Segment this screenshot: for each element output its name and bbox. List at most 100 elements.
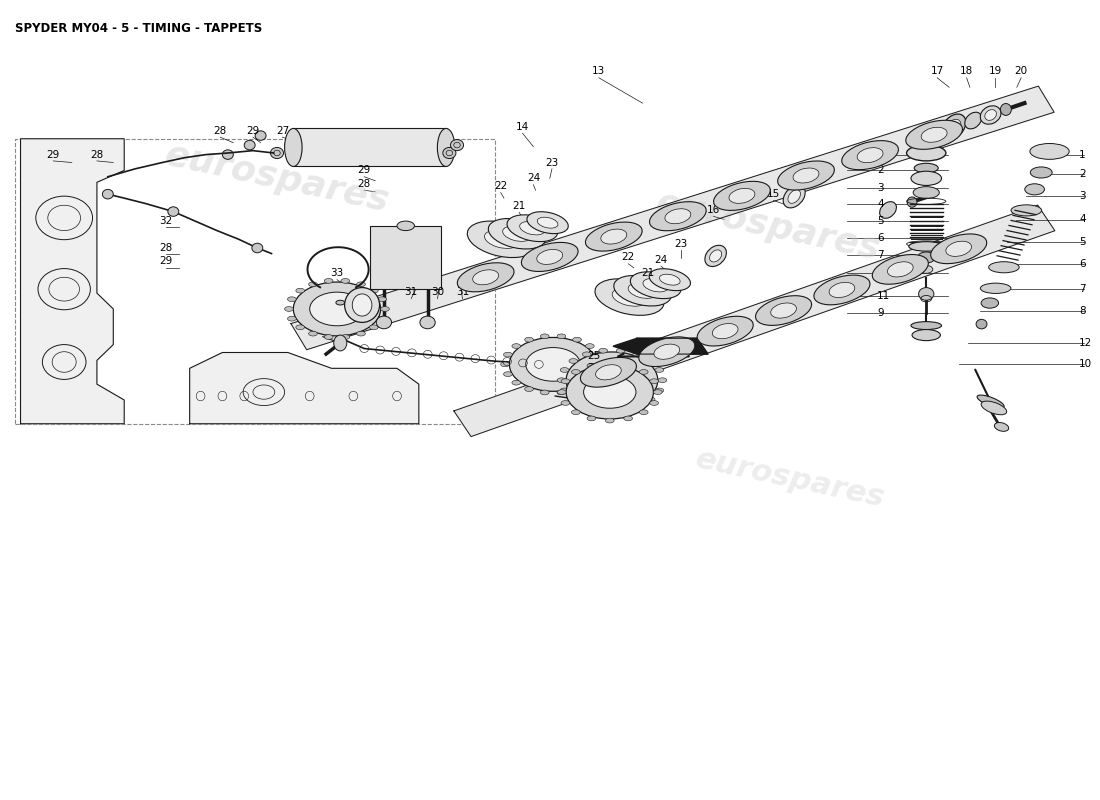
Ellipse shape	[443, 147, 455, 158]
Ellipse shape	[842, 141, 899, 170]
Ellipse shape	[336, 300, 344, 305]
Text: 12: 12	[1079, 338, 1092, 348]
Text: 15: 15	[767, 189, 780, 199]
Ellipse shape	[560, 388, 569, 393]
Ellipse shape	[521, 242, 579, 271]
Ellipse shape	[537, 217, 558, 228]
Polygon shape	[290, 86, 1054, 350]
Text: 13: 13	[592, 66, 605, 77]
Ellipse shape	[639, 410, 648, 414]
Ellipse shape	[537, 250, 563, 265]
Text: 16: 16	[707, 205, 721, 215]
Ellipse shape	[646, 397, 654, 402]
Text: 4: 4	[877, 199, 883, 210]
Ellipse shape	[1030, 143, 1069, 159]
Ellipse shape	[632, 404, 641, 409]
Polygon shape	[454, 205, 1055, 437]
Ellipse shape	[946, 119, 960, 134]
Ellipse shape	[557, 334, 565, 338]
Text: eurospares: eurospares	[162, 138, 393, 218]
Text: 2: 2	[877, 166, 883, 175]
Ellipse shape	[296, 288, 305, 293]
Ellipse shape	[705, 246, 726, 266]
Ellipse shape	[605, 418, 614, 423]
Ellipse shape	[255, 131, 266, 140]
Ellipse shape	[558, 390, 566, 394]
Ellipse shape	[341, 334, 350, 339]
Ellipse shape	[931, 234, 987, 264]
Ellipse shape	[981, 401, 1007, 414]
Ellipse shape	[585, 344, 594, 349]
Ellipse shape	[646, 358, 654, 363]
Text: 32: 32	[160, 216, 173, 226]
Ellipse shape	[594, 352, 603, 357]
Ellipse shape	[285, 306, 294, 311]
Ellipse shape	[598, 407, 607, 412]
Ellipse shape	[540, 390, 549, 395]
Ellipse shape	[601, 229, 627, 244]
Ellipse shape	[309, 331, 317, 336]
Ellipse shape	[984, 110, 997, 120]
Text: 3: 3	[1079, 190, 1086, 201]
Ellipse shape	[572, 370, 580, 374]
Ellipse shape	[324, 278, 333, 283]
Text: 19: 19	[989, 66, 1002, 77]
Ellipse shape	[909, 242, 944, 251]
Ellipse shape	[582, 352, 591, 357]
Text: 2: 2	[1079, 170, 1086, 179]
Ellipse shape	[942, 114, 966, 140]
Ellipse shape	[377, 297, 386, 302]
Polygon shape	[189, 353, 419, 424]
Ellipse shape	[584, 362, 640, 398]
Text: 11: 11	[877, 290, 890, 301]
Text: 7: 7	[1079, 284, 1086, 294]
Ellipse shape	[654, 344, 680, 359]
Text: 31: 31	[405, 287, 418, 298]
Text: 1: 1	[877, 150, 883, 159]
Text: 29: 29	[46, 150, 59, 159]
Ellipse shape	[271, 147, 284, 158]
Ellipse shape	[572, 410, 580, 414]
Text: 21: 21	[513, 201, 526, 211]
Ellipse shape	[525, 386, 533, 391]
Ellipse shape	[783, 186, 805, 208]
Ellipse shape	[333, 335, 346, 351]
Ellipse shape	[168, 207, 179, 216]
Ellipse shape	[526, 347, 581, 381]
Ellipse shape	[624, 416, 632, 421]
Ellipse shape	[566, 352, 658, 409]
Text: 23: 23	[546, 158, 559, 167]
Ellipse shape	[946, 242, 971, 256]
Ellipse shape	[788, 190, 801, 203]
Ellipse shape	[605, 362, 614, 366]
Ellipse shape	[341, 278, 350, 283]
Ellipse shape	[376, 316, 392, 329]
Ellipse shape	[473, 270, 498, 285]
Ellipse shape	[989, 262, 1020, 273]
Ellipse shape	[573, 386, 582, 391]
Text: 8: 8	[1079, 306, 1086, 316]
Ellipse shape	[917, 252, 935, 263]
Text: 29: 29	[246, 126, 260, 136]
Ellipse shape	[595, 365, 621, 380]
Ellipse shape	[557, 390, 565, 395]
Ellipse shape	[344, 287, 380, 322]
Ellipse shape	[558, 378, 565, 382]
Text: 30: 30	[431, 287, 444, 298]
Ellipse shape	[614, 275, 671, 306]
Ellipse shape	[911, 171, 942, 186]
Text: 33: 33	[330, 268, 343, 278]
Ellipse shape	[377, 316, 386, 321]
Text: 18: 18	[960, 66, 974, 77]
Ellipse shape	[911, 322, 942, 330]
Ellipse shape	[980, 283, 1011, 294]
Ellipse shape	[287, 316, 296, 321]
Text: 5: 5	[1079, 237, 1086, 246]
Ellipse shape	[697, 316, 754, 346]
Text: 3: 3	[877, 183, 883, 193]
Ellipse shape	[756, 296, 812, 326]
Text: 6: 6	[1079, 259, 1086, 269]
Ellipse shape	[512, 344, 520, 349]
Ellipse shape	[920, 266, 933, 274]
Text: 4: 4	[1079, 214, 1086, 225]
